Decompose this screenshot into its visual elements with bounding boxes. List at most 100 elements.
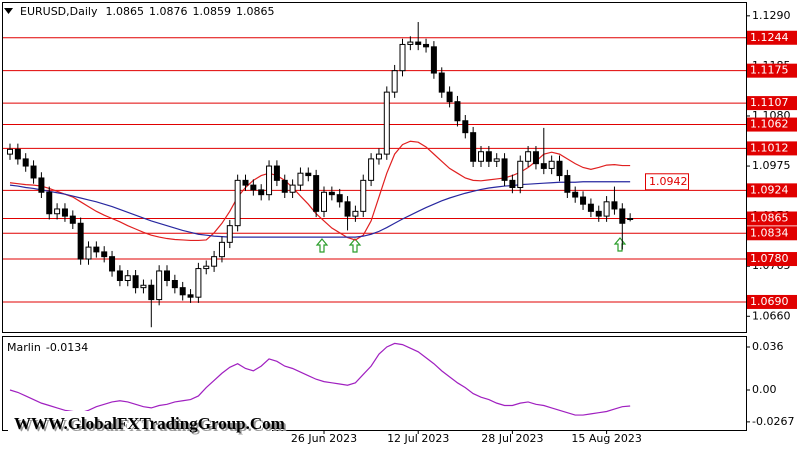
ma-label: 1.0942 [649, 175, 688, 188]
moving-average [9, 181, 631, 238]
candle-body [116, 270, 123, 281]
candle-body [603, 201, 610, 217]
candle-body [391, 70, 398, 93]
candle-body [69, 215, 76, 224]
level-label-box [747, 211, 797, 226]
candle-body [148, 284, 155, 301]
watermark-shadow: WWW.GlobalFXTradingGroup.Com [16, 416, 287, 435]
candle-body [266, 165, 273, 196]
x-tick-label: 28 Jul 2023 [481, 432, 543, 445]
level-label-box [747, 141, 797, 156]
symbol: EURUSD,Daily [20, 5, 98, 18]
candle-body [572, 191, 579, 198]
candle-body [540, 163, 547, 169]
candle-body [556, 160, 563, 177]
x-tick-label: 26 Jun 2023 [291, 432, 357, 445]
candle-body [281, 179, 288, 193]
candle-body [321, 191, 327, 212]
candle-body [77, 222, 84, 260]
candle-body [273, 165, 280, 181]
level-label: 1.1062 [750, 118, 789, 131]
up-arrow [315, 238, 329, 253]
candle-body [619, 208, 626, 224]
candle-body [587, 203, 594, 212]
level-label-box [747, 294, 797, 309]
candle-body [595, 210, 602, 217]
candle-body [179, 287, 186, 296]
open-value: 1.0865 [105, 5, 144, 18]
candle-body [203, 265, 210, 270]
candle-body [109, 256, 116, 272]
candle-body [258, 189, 265, 196]
candle-body [548, 160, 555, 169]
y-tick-label: 1.0660 [752, 309, 791, 322]
level-label-box [747, 252, 797, 267]
candle-body [375, 153, 382, 160]
candle-body [454, 101, 461, 122]
candle-body [46, 191, 53, 215]
candle-body [132, 275, 139, 289]
indicator-name: Marlin [7, 341, 41, 354]
candle-body [627, 218, 634, 221]
candle-body [383, 91, 390, 155]
level-label-box [747, 96, 797, 111]
candle-body [525, 151, 532, 162]
level-label-box [747, 30, 797, 45]
candle-body [187, 294, 194, 298]
candle-body [485, 151, 492, 162]
candle-body [289, 184, 296, 193]
level-label: 1.1175 [750, 64, 789, 77]
candle-body [580, 196, 587, 205]
candle-body [14, 148, 21, 160]
level-label: 1.0865 [750, 212, 789, 225]
level-label: 1.0780 [750, 252, 789, 265]
candle-body [171, 279, 178, 289]
candle-body [399, 43, 406, 72]
level-label: 1.1107 [750, 96, 789, 109]
candle-body [611, 201, 618, 210]
candle-body [344, 201, 351, 217]
candle-body [226, 225, 233, 243]
candle-body [93, 246, 100, 253]
candle-body [85, 246, 92, 260]
candle-body [360, 179, 367, 212]
level-label-box [747, 226, 797, 241]
candle-body [54, 208, 61, 215]
candle-body [61, 208, 68, 217]
candle-body [7, 148, 13, 155]
low-value: 1.0859 [192, 5, 231, 18]
up-arrow [613, 237, 627, 252]
candle-body [22, 158, 29, 167]
candle-body [501, 158, 508, 181]
signal-arrows [315, 237, 627, 253]
candle-body [140, 284, 147, 289]
main-pane-frame [2, 2, 747, 333]
candle-body [407, 41, 414, 45]
moving-average [9, 140, 631, 242]
indicator-pane-frame [2, 336, 747, 431]
candle-body [297, 172, 304, 186]
candle-body [352, 210, 359, 217]
candle-body [101, 251, 108, 258]
x-tick-label: 12 Jul 2023 [387, 432, 449, 445]
indicator-line [9, 342, 631, 416]
candle-body [462, 120, 469, 134]
up-arrow [348, 238, 362, 253]
candle-body [156, 270, 163, 301]
candle-body [313, 175, 320, 212]
candle-body [336, 194, 343, 203]
x-tick-label: 15 Aug 2023 [571, 432, 641, 445]
y-tick-label: 1.1290 [752, 9, 791, 22]
y-tick-label: -0.0267 [752, 415, 794, 428]
candle-body [423, 43, 430, 48]
level-label-box [747, 63, 797, 78]
menu-triangle[interactable] [4, 8, 13, 14]
candle-body [493, 158, 500, 162]
candle-body [195, 268, 202, 298]
high-value: 1.0876 [149, 5, 188, 18]
candle-body [211, 256, 218, 267]
candle-body [564, 175, 571, 193]
candle-body [242, 179, 249, 186]
candle-body [430, 46, 437, 74]
